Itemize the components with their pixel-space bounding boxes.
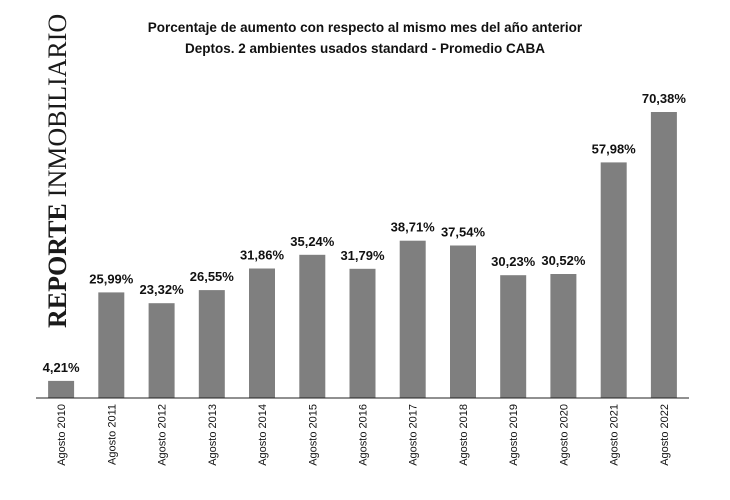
bar-9: [500, 275, 527, 398]
bar-12: [650, 112, 677, 398]
x-tick-label-7: Agosto 2017: [408, 404, 420, 466]
bar-8: [450, 245, 476, 398]
x-tick-label-2: Agosto 2012: [157, 404, 169, 466]
watermark-regular: INMOBILIARIO: [43, 14, 72, 197]
value-label-1: 25,99%: [89, 271, 134, 286]
x-tick-label-8: Agosto 2018: [458, 404, 470, 466]
x-tick-label-10: Agosto 2020: [558, 404, 570, 466]
x-tick-label-12: Agosto 2022: [659, 404, 671, 466]
x-tick-labels: Agosto 2010 Agosto 2011 Agosto 2012 Agosto …: [56, 404, 671, 466]
watermark-text: REPORTE INMOBILIARIO: [43, 14, 72, 328]
bar-10: [550, 274, 577, 398]
bar-11: [600, 162, 627, 398]
value-label-4: 31,86%: [240, 248, 285, 263]
x-tick-label-9: Agosto 2019: [508, 404, 520, 466]
chart-title: Porcentaje de aumento con respecto al mi…: [147, 20, 583, 35]
bar-3: [198, 290, 225, 398]
value-label-7: 38,71%: [391, 220, 436, 235]
x-tick-label-4: Agosto 2014: [257, 404, 269, 466]
x-tick-label-11: Agosto 2021: [609, 404, 621, 466]
x-tick-label-1: Agosto 2011: [106, 404, 118, 465]
value-label-5: 35,24%: [290, 234, 335, 249]
chart-subtitle: Deptos. 2 ambientes usados standard - Pr…: [184, 41, 546, 56]
bar-7: [399, 240, 426, 398]
bar-2: [148, 303, 175, 398]
value-label-11: 57,98%: [592, 141, 637, 156]
bar-1: [98, 292, 125, 398]
value-label-10: 30,52%: [541, 253, 586, 268]
watermark-bold: REPORTE: [43, 203, 72, 328]
value-label-6: 31,79%: [340, 248, 385, 263]
value-label-12: 70,38%: [642, 91, 687, 106]
value-label-3: 26,55%: [190, 269, 235, 284]
x-tick-label-0: Agosto 2010: [56, 404, 68, 466]
value-label-8: 37,54%: [441, 225, 486, 240]
value-label-9: 30,23%: [491, 254, 536, 269]
x-tick-label-6: Agosto 2016: [358, 404, 370, 466]
bar-0: [48, 380, 75, 398]
x-tick-label-3: Agosto 2013: [207, 404, 219, 466]
bar-4: [249, 268, 275, 398]
value-label-0: 4,21%: [43, 360, 80, 375]
x-tick-label-5: Agosto 2015: [307, 404, 319, 466]
value-labels: 4,21% 25,99% 23,32% 26,55% 31,86% 35,24% 31,79…: [43, 91, 687, 375]
bar-6: [349, 268, 376, 398]
bars: [48, 112, 677, 398]
watermark: REPORTE INMOBILIARIO: [43, 14, 72, 328]
value-label-2: 23,32%: [140, 282, 185, 297]
bar-5: [299, 254, 326, 398]
